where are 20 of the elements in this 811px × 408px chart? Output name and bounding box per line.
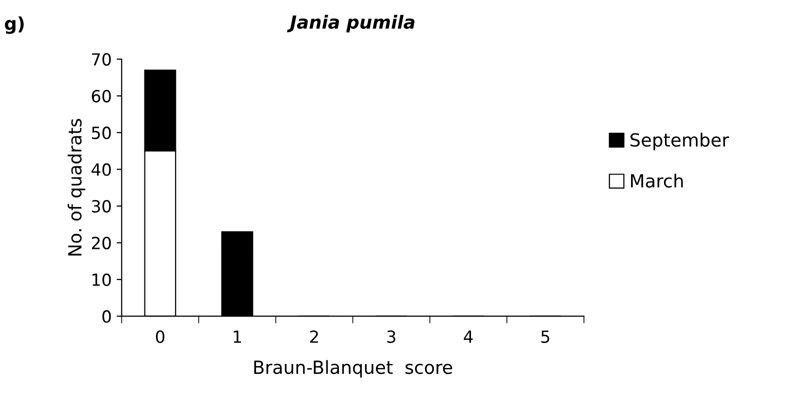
legend-label: March: [631, 174, 683, 188]
x-tick-label: 4: [464, 330, 473, 343]
y-tick-label: 20: [92, 236, 111, 250]
y-tick-label: 10: [92, 273, 111, 286]
x-tick-label: 3: [387, 330, 396, 343]
y-tick-label: 40: [92, 163, 111, 176]
x-tick-label: 1: [234, 330, 241, 343]
x-tick-label: 2: [310, 330, 318, 343]
y-tick-label: 0: [102, 310, 111, 323]
y-tick-label: 50: [92, 126, 111, 140]
chart-title: Jania pumila: [287, 14, 414, 32]
y-tick-label: 60: [92, 90, 111, 102]
y-axis-title: No. of quadrats: [68, 118, 86, 256]
legend-label: September: [630, 132, 730, 150]
y-tick-label: 70: [92, 53, 111, 66]
y-tick-label: 30: [92, 200, 111, 213]
x-axis-title: Braun-Blanquet score: [254, 360, 452, 378]
text: g): [4, 16, 24, 34]
x-tick-label: 5: [541, 330, 550, 343]
x-tick-label: 0: [156, 330, 164, 343]
